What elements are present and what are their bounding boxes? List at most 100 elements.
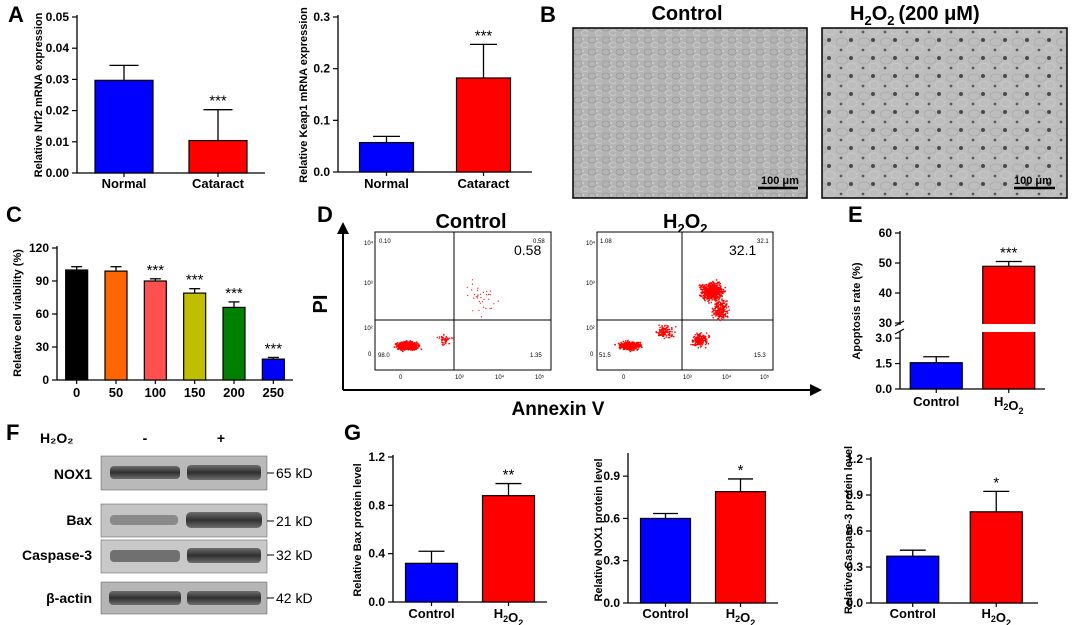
panel-label-a: A (8, 2, 24, 27)
flow-event (628, 344, 630, 347)
flow-h2o2-xtick-1e5: 10⁵ (760, 374, 770, 381)
flow-event (698, 336, 700, 339)
flow-event (722, 300, 725, 302)
flow-event (728, 309, 730, 312)
flow-event (393, 346, 396, 348)
flow-event (699, 337, 702, 340)
flow-h2o2-title: H2O2 (663, 211, 707, 236)
flow-event (706, 285, 709, 288)
flow-event (718, 287, 721, 290)
flow-event (719, 282, 721, 285)
flow-cytometry-panel: Control H2O2 PI Annexin V 0.10 0.58 0.58… (310, 211, 822, 420)
flow-event (722, 310, 724, 313)
flow-h2o2-ul: 1.08 (600, 239, 612, 245)
x-tick-label: 200 (223, 385, 245, 400)
significance-label: *** (265, 340, 283, 357)
flow-event (628, 348, 631, 350)
panel-label-e: E (848, 202, 863, 227)
flow-event (692, 344, 695, 346)
flow-event (712, 291, 715, 294)
flow-event (447, 338, 450, 340)
flow-event (664, 330, 667, 333)
flow-event (406, 344, 409, 347)
chart-cell-viability: 0 30 60 90 120 Relative cell viability (%) 0 50… (12, 241, 293, 400)
flow-event (719, 312, 721, 314)
flow-event (400, 341, 403, 344)
x-tick-label: Control (642, 606, 688, 621)
flow-event (703, 297, 705, 300)
flow-event (714, 303, 716, 305)
flow-event (700, 288, 702, 290)
flow-event (449, 337, 451, 339)
panel-label-f: F (6, 420, 19, 445)
flow-control-ll: 98.0 (378, 353, 390, 359)
flow-event (665, 327, 668, 329)
bar (481, 495, 536, 603)
flow-event (725, 305, 727, 308)
flow-event (629, 344, 632, 346)
flow-event (698, 340, 700, 342)
flow-event (708, 302, 710, 304)
bar (909, 362, 963, 390)
flow-event (659, 333, 661, 336)
flow-event (489, 308, 491, 310)
flow-event (694, 339, 697, 341)
flow-event (711, 296, 714, 299)
flow-event (493, 303, 495, 305)
marker-kd-bax: 21 kD (276, 513, 313, 529)
flow-event (632, 345, 635, 348)
flow-event (709, 296, 712, 299)
flow-event (445, 336, 448, 338)
flow-control-lr: 1.35 (530, 353, 542, 359)
y-tick-label: 0.03 (46, 72, 70, 86)
flow-event (710, 301, 713, 304)
flow-event (712, 293, 715, 296)
flow-event (639, 341, 642, 344)
y-axis-label: Relative cell viability (%) (12, 249, 24, 377)
flow-event (722, 288, 725, 291)
flow-event (675, 326, 677, 328)
flow-event (720, 313, 722, 316)
flow-event (440, 338, 443, 340)
flow-event (710, 282, 713, 284)
x-tick-label: Control (408, 606, 454, 621)
flow-event (726, 310, 728, 313)
flow-event (719, 314, 722, 317)
flow-event (667, 336, 670, 339)
flow-event (708, 336, 710, 339)
flow-event (713, 312, 715, 315)
significance-label: *** (225, 285, 243, 302)
band-beta-actin-minus (109, 591, 181, 605)
marker-kd-caspase3: 32 kD (276, 547, 313, 563)
flow-event (452, 337, 454, 339)
flow-event (488, 298, 490, 300)
y-tick-label: 0.4 (368, 547, 385, 561)
y-tick-label: 1.2 (846, 452, 863, 466)
flow-event (709, 285, 712, 288)
flow-event (697, 347, 700, 349)
flow-event (724, 286, 727, 289)
flow-event (726, 312, 729, 315)
western-blot-panel: H₂O₂ - + NOX1 65 kD Bax 21 kD Caspase-3 … (22, 430, 313, 615)
flow-control-events (393, 279, 499, 353)
micrograph-control-title: Control (651, 3, 722, 25)
flow-event (635, 341, 638, 344)
flow-event (698, 294, 701, 297)
band-caspase3-minus (110, 550, 180, 562)
flow-event (704, 340, 707, 343)
flow-event (691, 339, 694, 342)
y-tick-label: 0.8 (368, 498, 385, 512)
flow-event (420, 348, 423, 351)
flow-event (442, 342, 445, 344)
flow-event (701, 284, 704, 287)
y-tick-label: 0.1 (313, 113, 330, 127)
flow-event (718, 304, 720, 306)
y-axis-label: Relative Keap1 mRNA expression (298, 7, 310, 183)
flow-event (720, 302, 723, 305)
flow-event (711, 307, 714, 310)
flow-event (656, 332, 658, 334)
flow-event (671, 335, 674, 337)
flow-event (705, 332, 708, 334)
